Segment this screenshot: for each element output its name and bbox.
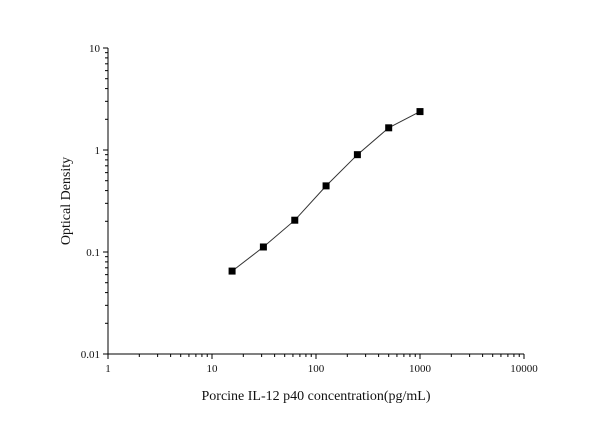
x-tick-label: 100 [308, 363, 325, 375]
y-tick-label: 0.01 [81, 349, 100, 361]
y-axis-ticks: 0.01 0.1 1 10 [81, 43, 108, 361]
data-point [353, 151, 361, 159]
y-axis-title: Optical Density [59, 157, 74, 245]
data-point [228, 267, 236, 275]
x-tick-label: 10000 [510, 363, 538, 375]
x-axis-ticks: 1 10 100 1000 10000 [105, 354, 538, 375]
y-tick-label: 10 [89, 43, 101, 55]
x-tick-label: 10 [207, 363, 219, 375]
x-axis-title: Porcine IL-12 p40 concentration(pg/mL) [202, 389, 431, 404]
series-points-group [228, 108, 424, 275]
data-point [322, 182, 330, 190]
data-point [385, 124, 393, 132]
data-point [259, 243, 267, 251]
plot-frame [107, 48, 524, 355]
x-tick-label: 1 [105, 363, 111, 375]
data-point [291, 216, 299, 224]
y-tick-label: 1 [95, 145, 101, 157]
x-tick-label: 1000 [409, 363, 432, 375]
y-tick-label: 0.1 [86, 247, 100, 259]
data-point [416, 108, 424, 116]
